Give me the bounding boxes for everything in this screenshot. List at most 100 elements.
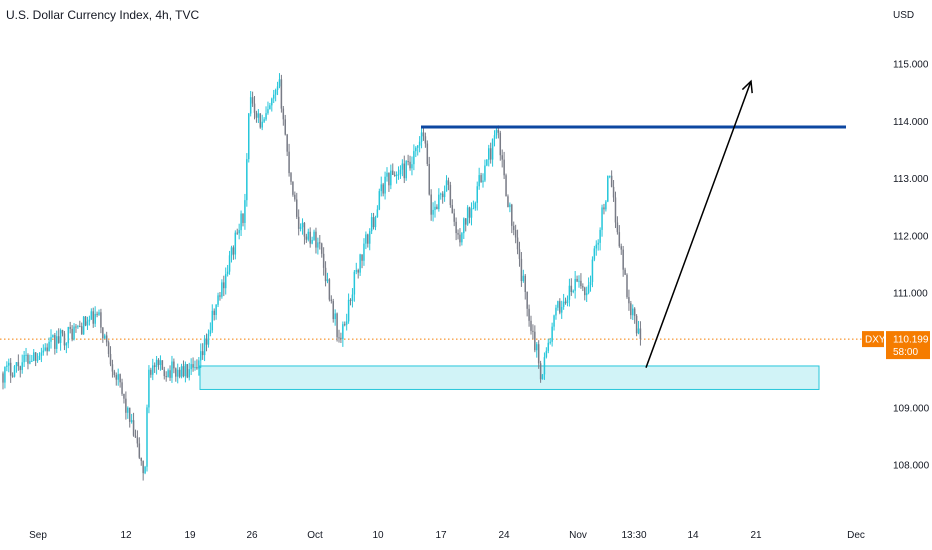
candle-34 xyxy=(67,326,70,349)
candle-198 xyxy=(382,182,384,197)
candle-303 xyxy=(584,286,586,301)
candle-147 xyxy=(284,114,286,136)
candle-252 xyxy=(486,159,488,167)
candle-287 xyxy=(553,314,555,331)
candle-36 xyxy=(71,325,73,342)
candle-180 xyxy=(347,293,350,324)
candle-310 xyxy=(597,239,599,251)
candle-120 xyxy=(232,245,235,260)
candle-103 xyxy=(200,343,202,368)
time-axis[interactable]: Sep 12 19 26 Oct 10 17 24 Nov 13:30 14 21 Dec xyxy=(29,530,865,541)
candle-83 xyxy=(161,360,164,370)
time-tick-label: 14 xyxy=(687,530,699,541)
time-tick-label: 12 xyxy=(120,530,132,541)
candle-32 xyxy=(63,330,66,351)
candle-217 xyxy=(418,136,421,153)
current-price-tag: DXY 110.199 58:00 xyxy=(862,331,930,360)
candle-283 xyxy=(545,347,548,359)
candle-124 xyxy=(240,210,242,237)
candle-176 xyxy=(340,332,342,344)
price-tick-label: 115.000 xyxy=(893,60,929,71)
projection-arrow[interactable] xyxy=(645,79,753,368)
candle-204 xyxy=(393,171,396,177)
candle-309 xyxy=(595,240,598,256)
candle-85 xyxy=(165,371,167,382)
candle-200 xyxy=(386,167,388,182)
candle-202 xyxy=(390,164,392,190)
time-tick-label: Nov xyxy=(569,530,587,541)
candle-154 xyxy=(297,209,300,236)
candle-53 xyxy=(104,333,106,340)
candle-63 xyxy=(123,393,125,404)
candle-327 xyxy=(630,300,632,320)
candle-234 xyxy=(451,199,454,214)
candle-102 xyxy=(198,357,200,376)
candle-129 xyxy=(249,90,252,117)
candle-212 xyxy=(409,155,411,171)
candle-301 xyxy=(580,273,582,289)
candle-69 xyxy=(134,429,137,438)
candle-231 xyxy=(445,175,448,192)
candle-318 xyxy=(612,180,615,202)
candle-27 xyxy=(54,332,56,355)
candle-45 xyxy=(88,315,91,326)
candle-25 xyxy=(50,329,52,349)
candle-263 xyxy=(507,194,509,208)
candle-245 xyxy=(472,200,475,210)
candle-140 xyxy=(271,97,273,112)
candle-3 xyxy=(8,358,10,373)
arrow-shaft xyxy=(645,80,752,368)
candle-243 xyxy=(468,206,471,224)
candle-55 xyxy=(107,340,110,358)
candle-298 xyxy=(574,270,576,299)
candle-125 xyxy=(242,213,244,227)
candle-277 xyxy=(534,325,536,353)
candle-214 xyxy=(413,144,415,171)
candle-97 xyxy=(188,362,190,381)
candle-59 xyxy=(115,372,118,386)
candle-236 xyxy=(455,217,457,241)
candle-242 xyxy=(466,205,469,226)
candle-307 xyxy=(591,256,594,288)
candle-286 xyxy=(551,322,553,347)
price-tick-label: 108.000 xyxy=(893,461,930,472)
candle-181 xyxy=(349,298,352,306)
price-tick-label: 113.000 xyxy=(893,174,929,185)
candle-173 xyxy=(334,309,336,326)
candle-132 xyxy=(255,110,258,123)
candle-121 xyxy=(234,230,237,260)
candle-232 xyxy=(447,177,450,191)
candle-289 xyxy=(557,300,559,311)
candle-94 xyxy=(182,360,185,378)
support-zone[interactable] xyxy=(199,365,820,390)
candle-294 xyxy=(566,295,569,307)
candle-155 xyxy=(299,223,302,232)
candle-81 xyxy=(157,358,160,370)
price-axis[interactable]: USD 115.000 114.000 113.000 112.000 111.000 1… xyxy=(893,10,930,472)
candle-304 xyxy=(585,286,588,303)
candle-321 xyxy=(618,225,621,248)
candle-178 xyxy=(344,321,346,327)
time-tick-label: Sep xyxy=(29,530,47,541)
candle-78 xyxy=(152,358,154,381)
candle-115 xyxy=(223,275,225,297)
candle-28 xyxy=(56,330,58,354)
price-tag-value: 110.199 xyxy=(893,335,929,346)
candle-95 xyxy=(184,361,187,383)
candle-311 xyxy=(599,227,601,251)
candle-130 xyxy=(251,91,254,107)
candle-270 xyxy=(520,252,523,287)
candle-82 xyxy=(159,355,162,371)
candle-84 xyxy=(163,366,166,380)
candle-185 xyxy=(357,268,359,279)
candle-210 xyxy=(405,160,407,181)
candle-64 xyxy=(125,391,127,420)
candle-19 xyxy=(38,352,41,361)
candle-255 xyxy=(491,138,494,167)
candle-101 xyxy=(196,359,198,370)
candle-167 xyxy=(322,247,325,276)
candle-0 xyxy=(2,371,4,390)
candle-244 xyxy=(470,202,473,226)
